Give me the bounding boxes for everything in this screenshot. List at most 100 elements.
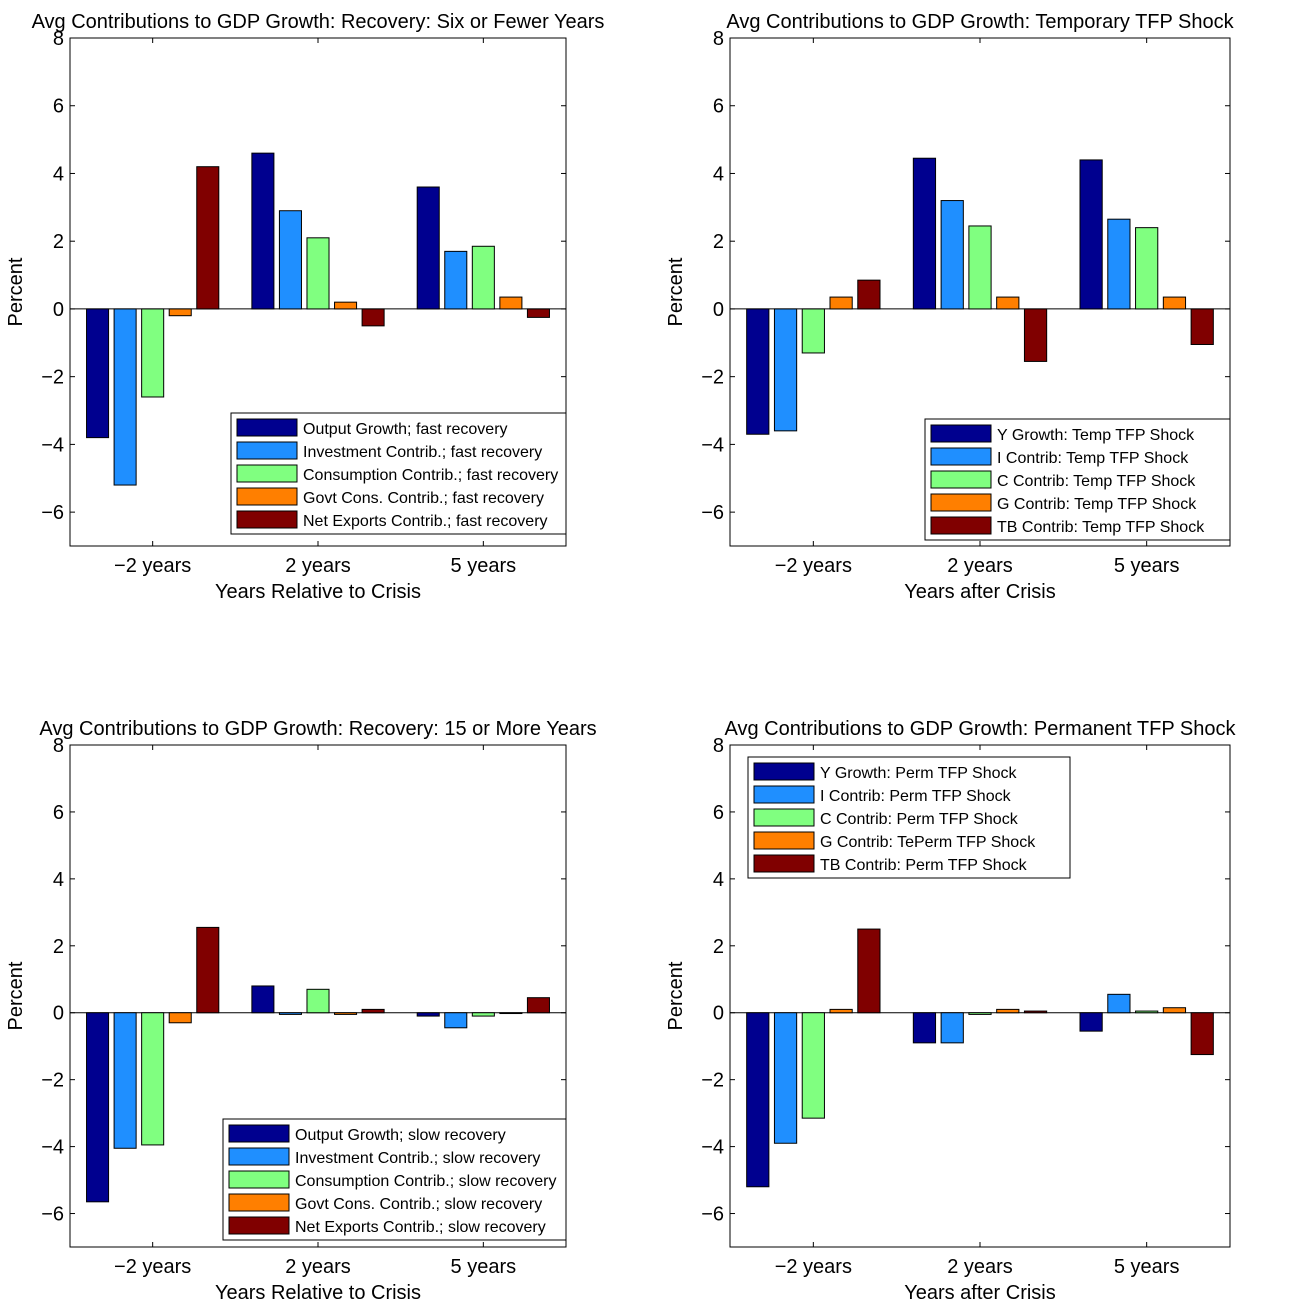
legend-label: Investment Contrib.; fast recovery <box>303 444 542 461</box>
bar <box>996 1008 1020 1014</box>
legend-label: C Contrib: Temp TFP Shock <box>997 473 1196 490</box>
bar <box>361 1008 385 1014</box>
legend-swatch <box>753 808 815 827</box>
bar <box>471 1012 495 1017</box>
legend-swatch <box>236 418 298 437</box>
legend-swatch <box>930 424 992 443</box>
y-axis-label: Percent <box>665 257 687 326</box>
y-tick-label: 2 <box>53 231 64 253</box>
legend-swatch <box>228 1147 290 1166</box>
y-axis-label: Percent <box>5 961 27 1030</box>
bar <box>1023 1010 1048 1014</box>
y-tick-label: −4 <box>41 434 64 456</box>
bar <box>334 301 358 310</box>
bar <box>196 926 220 1014</box>
bar <box>416 1012 440 1017</box>
legend-swatch <box>236 464 298 483</box>
y-axis-label: Percent <box>665 961 687 1030</box>
bar <box>86 1012 110 1203</box>
bar <box>968 1012 992 1015</box>
legend-swatch <box>228 1193 290 1212</box>
bar <box>1135 1010 1159 1014</box>
legend-label: Consumption Contrib.; slow recovery <box>295 1173 556 1190</box>
bar <box>444 250 468 310</box>
legend-swatch <box>753 854 815 873</box>
bar <box>361 308 385 327</box>
x-tick-label: 5 years <box>1114 1256 1180 1278</box>
bar <box>334 1012 358 1015</box>
x-tick-label: −2 years <box>775 1256 852 1278</box>
legend-swatch <box>753 785 815 804</box>
legend-label: G Contrib: TePerm TFP Shock <box>820 834 1036 851</box>
bar <box>996 296 1020 310</box>
y-tick-label: −6 <box>701 502 724 524</box>
chart-panel-4: 8 6 4 2 0 −2 −4 −6 −2 years 2 years 5 years Avg Con… <box>665 718 1236 1304</box>
y-tick-label: −6 <box>41 502 64 524</box>
chart-title: Avg Contributions to GDP Growth: Recover… <box>39 718 596 740</box>
bar <box>1135 227 1159 310</box>
y-tick-label: 6 <box>53 802 64 824</box>
y-tick-label: 0 <box>53 1003 64 1025</box>
y-tick-label: 2 <box>53 936 64 958</box>
y-axis-label: Percent <box>5 257 27 326</box>
bar <box>940 1012 964 1044</box>
bar <box>113 1012 137 1149</box>
x-tick-label: 5 years <box>451 1256 517 1278</box>
legend: Y Growth: Perm TFP Shock I Contrib: Perm … <box>747 756 1071 879</box>
bar <box>141 1012 165 1146</box>
x-axis-label: Years after Crisis <box>904 1282 1056 1304</box>
legend-label: TB Contrib: Perm TFP Shock <box>820 857 1028 874</box>
bar <box>444 1012 468 1029</box>
x-tick-label: 2 years <box>285 1256 351 1278</box>
bar <box>499 296 523 310</box>
bar <box>1079 1012 1103 1032</box>
bar <box>251 985 275 1014</box>
bar <box>168 308 192 317</box>
y-tick-label: 2 <box>713 231 724 253</box>
bar <box>1190 308 1214 345</box>
legend-swatch <box>930 447 992 466</box>
y-tick-label: −4 <box>701 1137 724 1159</box>
bar <box>857 928 881 1014</box>
bar <box>1162 1007 1187 1014</box>
bar <box>829 1008 853 1014</box>
legend-label: I Contrib: Perm TFP Shock <box>820 788 1012 805</box>
y-tick-label: −2 <box>701 367 724 389</box>
x-tick-label: 5 years <box>451 555 517 577</box>
legend-label: Output Growth; fast recovery <box>303 421 508 438</box>
bar <box>857 279 881 310</box>
chart-panel-1: 8 6 4 2 0 −2 −4 −6 −2 years 2 years 5 years Avg Con… <box>5 11 604 603</box>
legend-label: Govt Cons. Contrib.; slow recovery <box>295 1196 542 1213</box>
x-axis-label: Years Relative to Crisis <box>215 581 421 603</box>
x-axis-label: Years after Crisis <box>904 581 1056 603</box>
y-tick-label: 6 <box>53 96 64 118</box>
legend-label: Govt Cons. Contrib.; fast recovery <box>303 490 544 507</box>
bar <box>86 308 110 439</box>
x-tick-label: 2 years <box>947 1256 1013 1278</box>
x-tick-label: −2 years <box>114 555 191 577</box>
y-tick-label: −4 <box>701 434 724 456</box>
bar <box>416 186 440 310</box>
chart-title: Avg Contributions to GDP Growth: Tempora… <box>726 11 1234 33</box>
y-tick-label: 8 <box>53 735 64 757</box>
bar <box>113 308 137 486</box>
legend-swatch <box>930 493 992 512</box>
legend-label: I Contrib: Temp TFP Shock <box>997 450 1189 467</box>
chart-panel-2: 8 6 4 2 0 −2 −4 −6 −2 years 2 years 5 years Avg Con… <box>665 11 1235 603</box>
bar <box>1023 308 1048 362</box>
x-tick-label: −2 years <box>114 1256 191 1278</box>
legend-label: Output Growth; slow recovery <box>295 1127 506 1144</box>
chart-title: Avg Contributions to GDP Growth: Recover… <box>32 11 605 33</box>
y-tick-label: 4 <box>53 869 64 891</box>
bar <box>1107 993 1131 1014</box>
x-tick-label: 2 years <box>285 555 351 577</box>
bar <box>829 296 853 310</box>
y-tick-label: 8 <box>53 28 64 50</box>
legend-label: C Contrib: Perm TFP Shock <box>820 811 1019 828</box>
y-tick-label: −4 <box>41 1137 64 1159</box>
bar <box>912 1012 937 1044</box>
legend: Output Growth; fast recovery Investment C… <box>230 412 567 535</box>
y-tick-label: −2 <box>41 1070 64 1092</box>
bar <box>306 237 330 310</box>
y-tick-label: −2 <box>41 367 64 389</box>
